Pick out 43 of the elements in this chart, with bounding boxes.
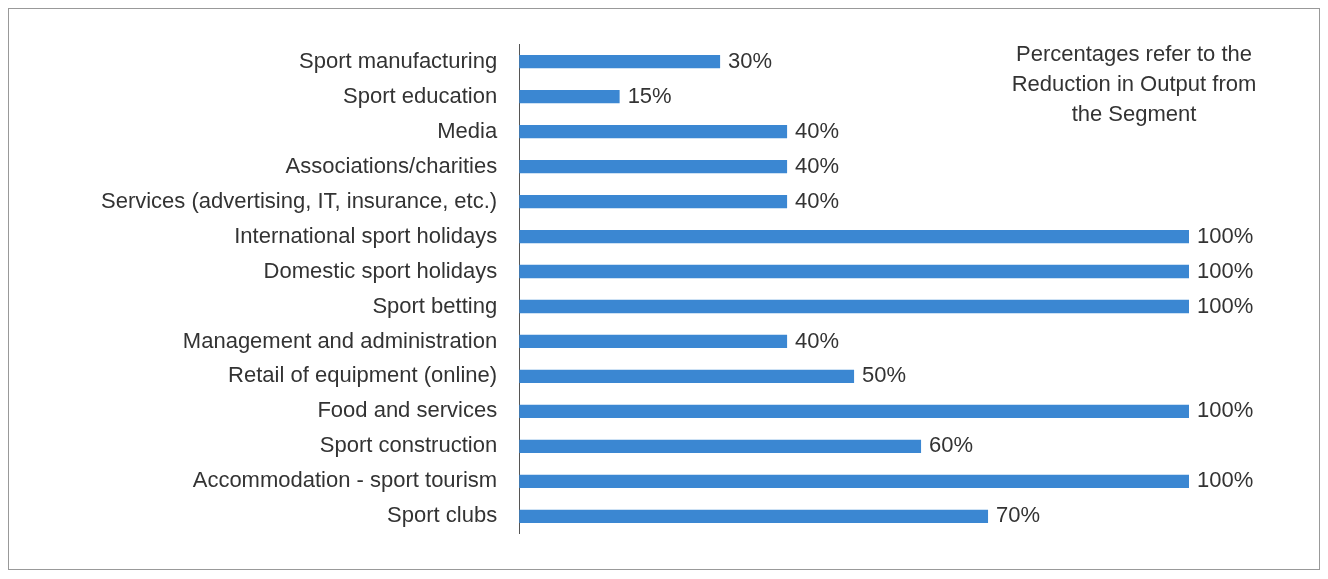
bar: [519, 90, 620, 104]
data-label: 70%: [996, 502, 1041, 528]
annotation: Percentages refer to the Reduction in Output from the Segment: [1010, 40, 1258, 128]
bar: [519, 509, 989, 523]
y-tick-label: Sport betting: [372, 292, 498, 318]
bar: [519, 159, 788, 174]
y-tick-label: Sport clubs: [387, 502, 498, 528]
data-label: 100%: [1197, 292, 1254, 318]
data-label: 100%: [1197, 222, 1254, 248]
y-tick-label: Sport education: [343, 82, 498, 108]
bar: [519, 334, 788, 349]
bar: [519, 264, 1189, 279]
y-tick-label: Retail of equipment (online): [228, 362, 498, 388]
data-label: 60%: [929, 432, 974, 458]
data-label: 40%: [795, 327, 840, 353]
bar: [519, 404, 1189, 419]
data-label: 40%: [795, 187, 840, 213]
y-tick-label: Sport construction: [319, 432, 498, 458]
y-tick-label: Sport manufacturing: [299, 47, 498, 73]
bar: [519, 474, 1189, 488]
y-tick-label: Associations/charities: [285, 152, 498, 178]
data-label: 100%: [1197, 257, 1254, 283]
y-tick-label: Services (advertising, IT, insurance, etc.): [100, 187, 498, 213]
y-tick-label: Media: [437, 117, 498, 143]
y-tick-label: Management and administration: [182, 327, 498, 353]
y-tick-label: Food and services: [317, 397, 498, 423]
data-label: 100%: [1197, 397, 1254, 423]
bar: [519, 369, 855, 384]
data-label: 40%: [795, 117, 840, 143]
data-label: 40%: [795, 152, 840, 178]
data-label: 30%: [728, 47, 773, 73]
bar: [519, 55, 721, 69]
bar: [519, 194, 788, 209]
bar: [519, 124, 788, 139]
data-label: 50%: [862, 362, 907, 388]
bar: [519, 229, 1189, 244]
y-tick-label: International sport holidays: [234, 222, 498, 248]
bar: [519, 299, 1189, 314]
y-tick-label: Accommodation - sport tourism: [192, 467, 498, 493]
y-tick-label: Domestic sport holidays: [263, 257, 498, 283]
bar: [519, 439, 922, 454]
data-label: 15%: [627, 82, 672, 108]
data-label: 100%: [1197, 467, 1254, 493]
